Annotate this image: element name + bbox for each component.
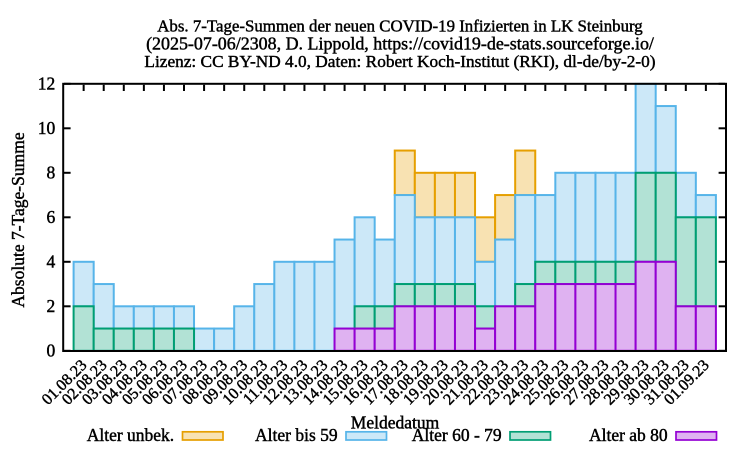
- svg-text:Absolute 7-Tage-Summe: Absolute 7-Tage-Summe: [8, 132, 28, 307]
- svg-text:(2025-07-06/2308, D. Lippold,: (2025-07-06/2308, D. Lippold, https://co…: [146, 33, 654, 54]
- svg-text:Alter 60 - 79: Alter 60 - 79: [412, 425, 502, 445]
- svg-text:0: 0: [46, 341, 55, 361]
- svg-text:Abs. 7-Tage-Summen der neuen C: Abs. 7-Tage-Summen der neuen COVID-19 In…: [157, 17, 643, 36]
- svg-text:Alter ab 80: Alter ab 80: [589, 425, 668, 445]
- svg-text:Meldedatum: Meldedatum: [351, 413, 440, 433]
- svg-text:12: 12: [38, 74, 56, 94]
- svg-text:Alter bis 59: Alter bis 59: [255, 425, 338, 445]
- svg-text:4: 4: [46, 252, 55, 272]
- svg-text:Lizenz: CC BY-ND 4.0, Daten: R: Lizenz: CC BY-ND 4.0, Daten: Robert Koch…: [144, 52, 655, 71]
- svg-text:8: 8: [46, 163, 55, 183]
- svg-text:10: 10: [38, 118, 56, 138]
- svg-text:Alter unbek.: Alter unbek.: [87, 425, 174, 445]
- svg-text:6: 6: [46, 207, 55, 227]
- svg-text:2: 2: [46, 296, 55, 316]
